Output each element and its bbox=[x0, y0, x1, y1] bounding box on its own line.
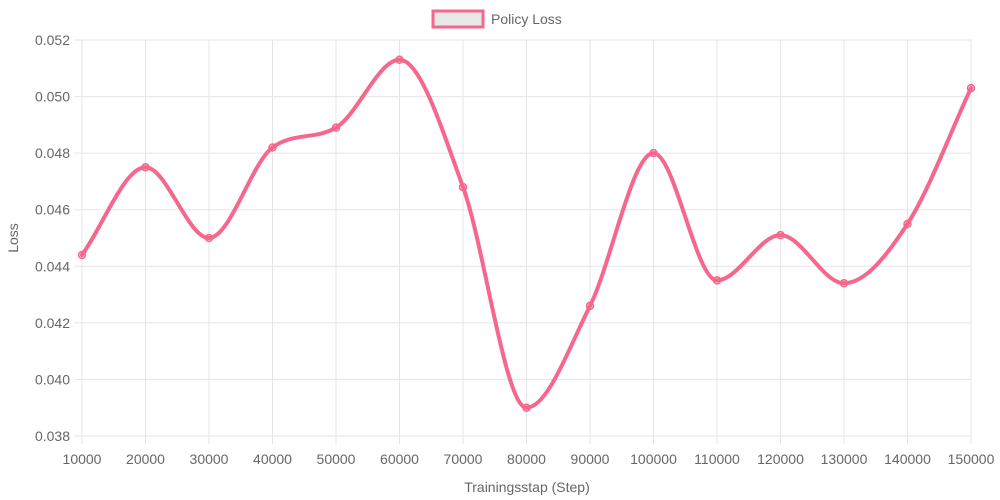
data-point-7 bbox=[522, 403, 531, 412]
data-point-9 bbox=[649, 148, 658, 158]
y-tick-label-5: 0.048 bbox=[35, 145, 70, 161]
data-point-0 bbox=[77, 250, 87, 260]
y-axis-title: Loss bbox=[5, 223, 21, 253]
data-point-2 bbox=[204, 233, 214, 243]
legend-swatch-policy-loss[interactable] bbox=[431, 9, 485, 29]
legend[interactable]: Policy Loss bbox=[431, 9, 562, 29]
data-point-10 bbox=[712, 276, 722, 285]
x-tick-label-9: 100000 bbox=[630, 451, 677, 467]
x-tick-label-6: 70000 bbox=[444, 451, 483, 467]
x-tick-label-3: 40000 bbox=[253, 451, 292, 467]
data-point-13 bbox=[903, 219, 912, 229]
x-tick-label-12: 130000 bbox=[821, 451, 868, 467]
x-tick-label-1: 20000 bbox=[126, 451, 165, 467]
data-point-12 bbox=[839, 279, 849, 288]
y-tick-label-0: 0.038 bbox=[35, 428, 70, 444]
series-line-policy-loss bbox=[80, 57, 973, 410]
data-point-14 bbox=[966, 83, 976, 93]
y-tick-label-3: 0.044 bbox=[35, 258, 70, 274]
x-tick-label-11: 120000 bbox=[757, 451, 804, 467]
y-tick-label-4: 0.046 bbox=[35, 202, 70, 218]
x-tick-label-10: 110000 bbox=[694, 451, 740, 467]
data-point-6 bbox=[458, 182, 468, 192]
x-tick-label-7: 80000 bbox=[507, 451, 546, 467]
legend-label-policy-loss[interactable]: Policy Loss bbox=[491, 11, 562, 27]
x-tick-label-5: 60000 bbox=[380, 451, 419, 467]
data-point-4 bbox=[331, 123, 341, 132]
data-points bbox=[77, 55, 976, 412]
x-axis-title: Trainingsstap (Step) bbox=[464, 479, 590, 495]
y-tick-label-2: 0.042 bbox=[35, 315, 70, 331]
data-point-3 bbox=[268, 143, 277, 152]
y-tick-label-6: 0.050 bbox=[35, 89, 70, 105]
x-tick-label-13: 140000 bbox=[884, 451, 931, 467]
x-tick-label-8: 90000 bbox=[571, 451, 610, 467]
data-point-1 bbox=[141, 163, 150, 172]
x-tick-label-4: 50000 bbox=[317, 451, 356, 467]
x-tick-label-14: 150000 bbox=[948, 451, 995, 467]
x-tick-label-2: 30000 bbox=[190, 451, 229, 467]
y-axis-ticks: 0.038 0.040 0.042 0.044 0.046 0.048 0.050 0.052 bbox=[35, 32, 70, 444]
x-axis-ticks: 10000 20000 30000 40000 50000 60000 70000 80000… bbox=[63, 451, 995, 467]
y-tick-label-1: 0.040 bbox=[35, 371, 70, 387]
grid-lines bbox=[74, 39, 972, 444]
x-tick-label-0: 10000 bbox=[63, 451, 102, 467]
data-point-11 bbox=[776, 230, 785, 240]
data-point-8 bbox=[585, 301, 595, 311]
y-tick-label-7: 0.052 bbox=[35, 32, 70, 48]
data-point-5 bbox=[395, 55, 404, 65]
